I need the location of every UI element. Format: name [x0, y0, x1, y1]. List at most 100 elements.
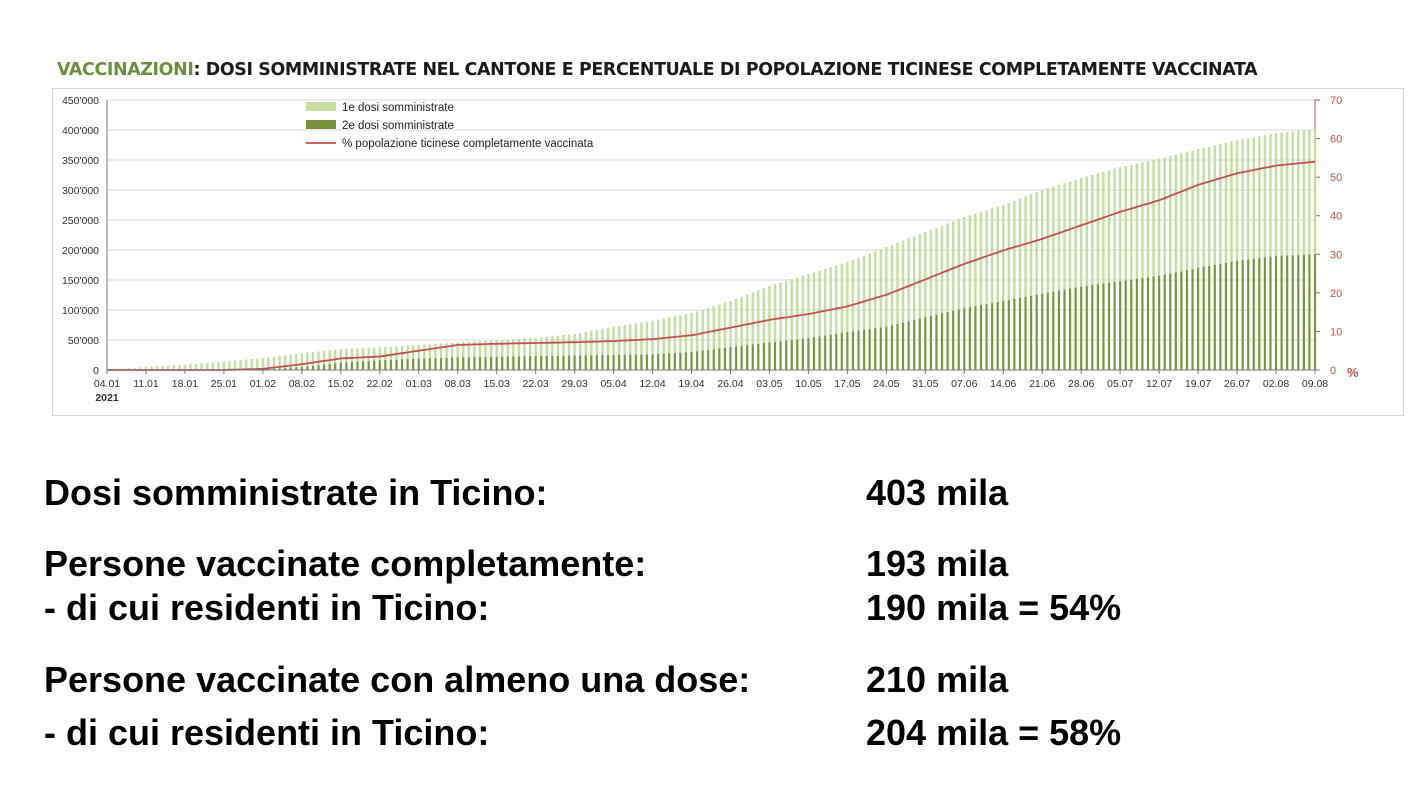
bar-1e-dose: [484, 340, 487, 370]
bar-2e-dose: [356, 361, 359, 370]
bar-2e-dose: [1119, 281, 1122, 370]
bar-1e-dose: [629, 324, 632, 370]
vaccination-chart: 0 50'000 100'000 150'000 200'000 250'000 300'0…: [62, 95, 1359, 404]
bar-1e-dose: [261, 358, 265, 370]
bar-1e-dose: [462, 342, 465, 370]
bar-1e-dose: [295, 353, 298, 370]
bar-1e-dose: [1113, 168, 1116, 370]
bar-1e-dose: [695, 311, 699, 370]
bar-1e-dose: [573, 334, 576, 370]
bar-2e-dose: [740, 345, 743, 370]
bar-2e-dose: [1219, 263, 1222, 370]
bar-1e-dose: [773, 284, 777, 370]
bar-2e-dose: [417, 358, 420, 370]
bar-1e-dose: [183, 364, 187, 370]
bar-2e-dose: [1091, 285, 1094, 370]
bar-1e-dose: [428, 344, 432, 370]
bar-2e-dose: [1080, 286, 1083, 370]
bar-1e-dose: [345, 348, 348, 370]
bar-2e-dose: [434, 358, 437, 370]
bar-1e-dose: [584, 331, 587, 370]
bar-1e-dose: [545, 336, 548, 370]
bar-1e-dose: [395, 346, 398, 370]
bar-2e-dose: [579, 355, 582, 370]
bar-1e-dose: [1285, 131, 1289, 370]
bar-2e-dose: [440, 357, 443, 370]
bar-1e-dose: [656, 319, 660, 370]
bar-1e-dose: [846, 262, 849, 370]
x-tick-label: 12.04: [639, 378, 665, 390]
x-tick-label: 04.01: [94, 378, 120, 390]
bar-1e-dose: [1002, 205, 1005, 370]
bar-1e-dose: [367, 347, 370, 370]
bar-1e-dose: [189, 364, 192, 370]
y-left-tick-label: 450'000: [62, 95, 99, 107]
bar-2e-dose: [785, 340, 788, 370]
bar-1e-dose: [1252, 137, 1255, 370]
bar-1e-dose: [885, 247, 888, 370]
y-right-unit-label: %: [1347, 365, 1359, 380]
bar-1e-dose: [924, 232, 927, 370]
bar-1e-dose: [495, 340, 498, 370]
bar-1e-dose: [178, 364, 181, 370]
bar-1e-dose: [1274, 133, 1278, 370]
bar-2e-dose: [991, 303, 994, 370]
bar-1e-dose: [534, 337, 537, 370]
bar-1e-dose: [434, 343, 437, 370]
bar-1e-dose: [723, 302, 727, 370]
bar-1e-dose: [784, 280, 788, 370]
bar-1e-dose: [339, 349, 343, 370]
bar-2e-dose: [1230, 261, 1233, 370]
bar-2e-dose: [523, 356, 526, 370]
bar-1e-dose: [779, 282, 782, 370]
bar-2e-dose: [696, 351, 699, 370]
bar-2e-dose: [317, 365, 320, 370]
bar-1e-dose: [1313, 129, 1317, 370]
bar-2e-dose: [1085, 285, 1088, 370]
x-tick-label: 28.06: [1068, 378, 1094, 390]
bar-1e-dose: [155, 366, 159, 370]
bar-2e-dose: [774, 341, 777, 370]
bar-1e-dose: [768, 286, 771, 370]
bar-2e-dose: [1191, 269, 1194, 370]
bar-1e-dose: [762, 288, 766, 370]
bar-2e-dose: [395, 359, 398, 370]
bar-1e-dose: [1280, 132, 1283, 370]
bar-1e-dose: [439, 343, 443, 370]
bar-1e-dose: [306, 352, 309, 370]
bar-1e-dose: [673, 316, 677, 370]
chart-title-accent: VACCINAZIONI: [57, 60, 194, 80]
bar-1e-dose: [595, 329, 599, 370]
bar-1e-dose: [200, 363, 203, 370]
bar-2e-dose: [1297, 254, 1300, 370]
chart-frame: 0 50'000 100'000 150'000 200'000 250'000 300'0…: [52, 88, 1404, 416]
bar-1e-dose: [1219, 144, 1222, 370]
bar-2e-dose: [1224, 262, 1227, 370]
bar-2e-dose: [1146, 277, 1149, 370]
y-left-tick-label: 0: [93, 365, 99, 377]
bar-2e-dose: [1263, 257, 1266, 370]
x-tick-label: 31.05: [912, 378, 938, 390]
bar-2e-dose: [339, 362, 342, 370]
bar-2e-dose: [623, 354, 626, 370]
bar-2e-dose: [768, 342, 771, 370]
bar-1e-dose: [1118, 167, 1122, 370]
bar-2e-dose: [807, 338, 810, 370]
y-right-tick-label: 20: [1330, 288, 1342, 300]
bar-1e-dose: [623, 325, 626, 370]
bar-1e-dose: [617, 325, 621, 370]
x-tick-label: 08.03: [445, 378, 471, 390]
x-tick-label: 05.07: [1107, 378, 1133, 390]
bar-1e-dose: [907, 238, 910, 370]
bar-1e-dose: [489, 340, 493, 370]
bar-1e-dose: [818, 270, 821, 370]
bar-2e-dose: [445, 357, 448, 370]
bar-1e-dose: [1208, 146, 1211, 370]
bar-2e-dose: [913, 319, 916, 370]
x-tick-label: 08.02: [289, 378, 315, 390]
bar-2e-dose: [1180, 271, 1183, 370]
bar-1e-dose: [456, 342, 459, 370]
bar-1e-dose: [139, 367, 142, 370]
bar-1e-dose: [868, 253, 871, 370]
bar-1e-dose: [228, 361, 231, 370]
